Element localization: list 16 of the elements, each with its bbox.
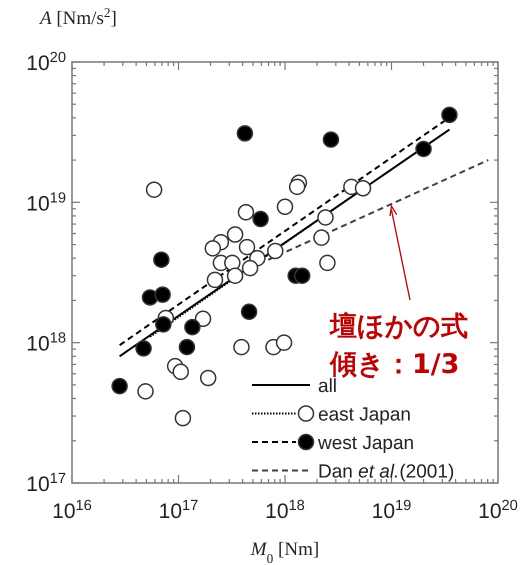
legend-label: west Japan [317, 433, 414, 454]
y-axis-title: A [Nm/s$^{2}$] [38, 4, 117, 29]
y-tick-label: 10$^{19}$ [26, 190, 66, 216]
x-tick-label: 10$^{18}$ [265, 498, 305, 523]
x-tick-label: 10$^{16}$ [52, 498, 92, 523]
legend-label: all [318, 376, 338, 397]
x-tick-label: 10$^{19}$ [372, 498, 412, 523]
y-tick-label: 10$^{18}$ [26, 330, 66, 356]
x-axis-title: M$_{0}$ [Nm] [250, 539, 320, 565]
y-tick-label: 10$^{17}$ [26, 471, 66, 496]
x-tick-label: 10$^{17}$ [158, 498, 198, 523]
y-tick-label: 10$^{20}$ [26, 50, 66, 75]
legend-label: east Japan [318, 404, 411, 426]
annotation: 壇ほかの式 [329, 311, 468, 342]
x-tick-label: 10$^{20}$ [478, 498, 518, 523]
legend-label: Dan et al.(2001) [318, 462, 454, 482]
